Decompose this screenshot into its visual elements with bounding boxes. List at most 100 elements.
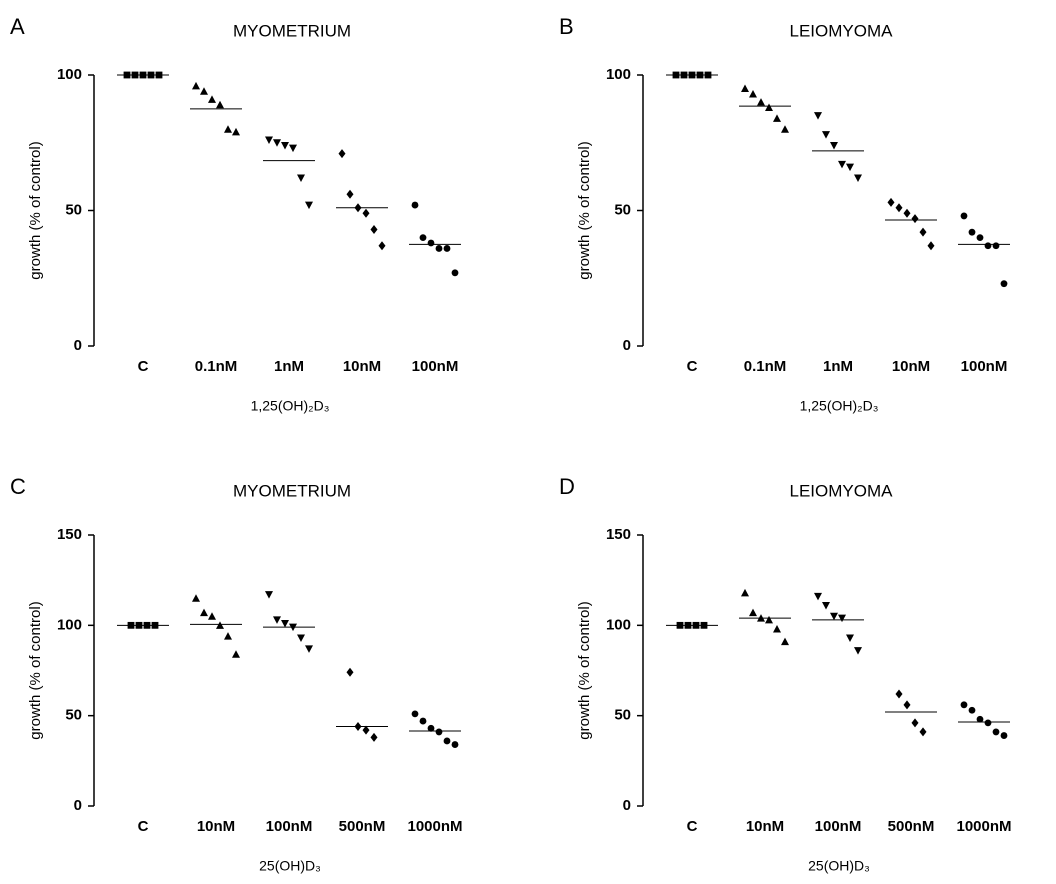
point — [749, 608, 757, 617]
point — [911, 214, 919, 224]
point — [911, 718, 919, 728]
x-tick-label: 1nM — [274, 358, 304, 375]
point — [370, 224, 378, 234]
point — [346, 667, 354, 677]
point — [895, 203, 903, 213]
point — [427, 239, 435, 247]
x-tick-label: 10nM — [197, 818, 235, 835]
point — [224, 125, 232, 133]
chart-title: LEIOMYOMA — [790, 21, 894, 40]
y-tick-label: 150 — [57, 526, 82, 543]
x-tick-label: C — [687, 358, 698, 375]
point — [846, 163, 854, 172]
panel: A MYOMETRIUM growth (% of control) 1,25(OH)… — [10, 14, 461, 414]
point — [435, 728, 443, 736]
y-axis-label: growth (% of control) — [27, 141, 44, 279]
point — [419, 234, 427, 242]
panel-letter: C — [10, 474, 26, 499]
y-tick-label: 0 — [623, 797, 631, 814]
point — [895, 689, 903, 699]
x-tick-label: C — [138, 358, 149, 375]
point — [265, 591, 273, 599]
point — [927, 241, 935, 251]
point — [773, 624, 781, 633]
point — [749, 89, 757, 98]
point — [200, 87, 208, 95]
point — [451, 269, 459, 277]
point — [362, 208, 370, 218]
point — [830, 141, 838, 150]
point — [984, 719, 992, 727]
panel: D LEIOMYOMA growth (% of control) 25(OH)D₃ 0… — [559, 474, 1012, 874]
point — [976, 715, 984, 723]
point — [297, 634, 305, 642]
point — [765, 103, 773, 112]
point — [814, 112, 822, 120]
point — [741, 84, 749, 93]
point — [346, 189, 354, 199]
point — [370, 732, 378, 742]
point — [992, 728, 1000, 736]
point — [443, 737, 451, 745]
point — [208, 95, 216, 103]
point — [265, 136, 273, 145]
x-tick-label: 0.1nM — [195, 358, 238, 375]
y-tick-label: 50 — [65, 707, 82, 724]
x-tick-label: 1000nM — [956, 818, 1011, 835]
point — [216, 100, 224, 109]
point — [919, 227, 927, 237]
point — [273, 139, 281, 147]
y-axis-label: growth (% of control) — [576, 141, 593, 279]
point — [232, 127, 240, 136]
point — [232, 650, 240, 658]
point — [773, 114, 781, 122]
point — [854, 174, 862, 182]
x-tick-label: 10nM — [892, 358, 930, 375]
point — [443, 245, 451, 252]
point — [216, 621, 224, 629]
panel-letter: D — [559, 474, 575, 499]
x-tick-label: C — [138, 818, 149, 835]
point — [992, 242, 1000, 250]
x-tick-label: 100nM — [961, 358, 1008, 375]
point — [968, 228, 976, 236]
point — [968, 706, 976, 714]
x-tick-label: 10nM — [746, 818, 784, 835]
point — [976, 234, 984, 242]
y-tick-label: 100 — [57, 66, 82, 83]
point — [200, 608, 208, 617]
point — [427, 724, 435, 732]
chart-title: MYOMETRIUM — [233, 21, 351, 40]
x-axis-label: 1,25(OH)₂D₃ — [800, 398, 879, 414]
x-tick-label: 1000nM — [407, 818, 462, 835]
point — [411, 201, 419, 209]
point — [281, 141, 289, 150]
panel: C MYOMETRIUM growth (% of control) 25(OH)D₃… — [10, 474, 463, 874]
x-axis-label: 25(OH)D₃ — [808, 858, 870, 874]
point — [838, 614, 846, 623]
point — [338, 149, 346, 159]
point — [305, 645, 313, 653]
point — [838, 160, 846, 169]
chart-title: LEIOMYOMA — [790, 481, 894, 500]
panel-letter: A — [10, 14, 25, 39]
x-tick-label: 10nM — [343, 358, 381, 375]
point — [903, 208, 911, 218]
point — [378, 241, 386, 251]
point — [1000, 732, 1008, 739]
point — [435, 245, 443, 252]
point — [854, 647, 862, 655]
x-tick-label: 1nM — [823, 358, 853, 375]
point — [419, 717, 427, 725]
point — [289, 144, 297, 153]
point — [362, 725, 370, 735]
point — [757, 98, 765, 106]
y-tick-label: 150 — [606, 526, 631, 543]
point — [224, 632, 232, 640]
point — [984, 242, 992, 250]
point — [208, 612, 216, 620]
point — [960, 701, 968, 709]
y-tick-label: 0 — [74, 797, 82, 814]
